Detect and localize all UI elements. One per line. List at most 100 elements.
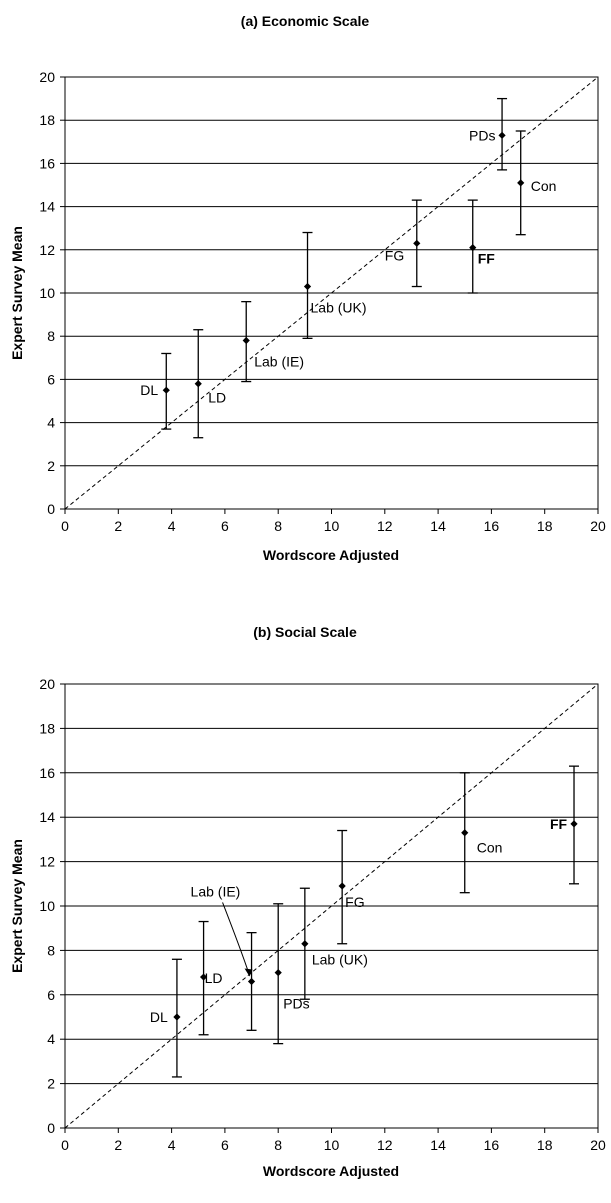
y-tick-label: 8	[47, 942, 55, 958]
data-point-dl: DL	[140, 352, 172, 430]
diamond-marker	[194, 380, 202, 388]
y-tick-label: 0	[47, 501, 55, 517]
point-label: Con	[531, 178, 557, 194]
x-ticks: 0 2 4 6 8 10 12 14 16 18 20	[61, 1128, 606, 1153]
point-label: Lab (IE)	[191, 883, 241, 899]
chart-title: (a) Economic Scale	[241, 13, 370, 29]
y-tick-label: 2	[47, 1076, 55, 1092]
chart-title: (b) Social Scale	[253, 624, 357, 640]
point-label: Lab (UK)	[311, 300, 367, 316]
x-tick-label: 8	[274, 518, 282, 534]
diamond-marker	[517, 179, 525, 187]
chart-economic: (a) Economic Scale 0 2 4 6 8 10 12 14 16 18 20 0 2 4…	[9, 13, 606, 563]
y-ticks: 0 2 4 6 8 10 12 14 16 18 20	[39, 69, 65, 517]
x-tick-label: 14	[430, 1137, 446, 1153]
data-point-dl: DL	[150, 958, 182, 1078]
x-tick-label: 20	[590, 518, 606, 534]
x-axis-label: Wordscore Adjusted	[263, 1163, 399, 1179]
data-point-fg: FG	[385, 199, 422, 288]
x-tick-label: 14	[430, 518, 446, 534]
y-tick-label: 20	[39, 676, 55, 692]
point-label: FF	[550, 816, 568, 832]
y-tick-label: 16	[39, 155, 55, 171]
data-point-fg: FG	[337, 829, 365, 945]
point-label: DL	[140, 382, 158, 398]
reference-diagonal	[64, 76, 599, 510]
y-tick-label: 14	[39, 199, 55, 215]
x-tick-label: 8	[274, 1137, 282, 1153]
arrowhead	[244, 968, 253, 977]
point-label: FG	[385, 247, 404, 263]
x-tick-label: 20	[590, 1137, 606, 1153]
x-axis-label: Wordscore Adjusted	[263, 547, 399, 563]
y-tick-label: 12	[39, 854, 55, 870]
diamond-marker	[173, 1013, 181, 1021]
reference-diagonal	[64, 683, 599, 1129]
x-tick-label: 0	[61, 518, 69, 534]
data-point-lab-uk: Lab (UK)	[299, 887, 368, 1000]
data-point-ld: LD	[193, 329, 226, 439]
y-tick-label: 8	[47, 328, 55, 344]
point-label: DL	[150, 1009, 168, 1025]
x-tick-label: 0	[61, 1137, 69, 1153]
y-tick-label: 4	[47, 415, 55, 431]
y-tick-label: 20	[39, 69, 55, 85]
point-label: FF	[478, 251, 496, 267]
data-point-lab-ie: Lab (IE)	[241, 300, 304, 383]
x-tick-label: 18	[537, 518, 553, 534]
data-point-lab-ie: Lab (IE)	[191, 883, 257, 1031]
point-label: Lab (IE)	[254, 354, 304, 370]
diamond-marker	[498, 131, 506, 139]
y-tick-label: 4	[47, 1031, 55, 1047]
y-tick-label: 18	[39, 112, 55, 128]
diamond-marker	[301, 940, 309, 948]
diamond-marker	[274, 969, 282, 977]
diamond-marker	[303, 282, 312, 291]
diamond-marker	[461, 829, 469, 837]
point-label: Lab (UK)	[312, 952, 368, 968]
data-point-lab-uk: Lab (UK)	[302, 231, 367, 340]
y-tick-label: 16	[39, 765, 55, 781]
y-tick-label: 6	[47, 987, 55, 1003]
diamond-marker	[338, 882, 346, 890]
x-tick-label: 10	[324, 518, 340, 534]
y-tick-label: 10	[39, 898, 55, 914]
y-tick-label: 12	[39, 242, 55, 258]
x-ticks: 0 2 4 6 8 10 12 14 16 18 20	[61, 509, 606, 534]
y-tick-label: 0	[47, 1120, 55, 1136]
x-tick-label: 2	[114, 518, 122, 534]
point-label: LD	[208, 390, 226, 406]
chart-social: (b) Social Scale 0 2 4 6 8 10 12 14 16 18 20 0 2 4 6 8…	[9, 624, 606, 1179]
data-point-con: Con	[515, 130, 557, 236]
y-axis-label: Expert Survey Mean	[9, 226, 25, 360]
y-tick-label: 18	[39, 720, 55, 736]
point-label: Con	[477, 840, 503, 856]
point-label: PDs	[469, 127, 495, 143]
data-points: DL LD Lab (IE) Lab (UK) FG FF PDs Con	[140, 97, 557, 439]
data-point-con: Con	[459, 772, 503, 894]
diamond-marker	[570, 820, 578, 828]
point-label: FG	[345, 894, 364, 910]
x-tick-label: 2	[114, 1137, 122, 1153]
data-point-ld: LD	[198, 920, 223, 1036]
point-label: LD	[205, 970, 223, 986]
diamond-marker	[162, 386, 170, 394]
diamond-marker	[469, 244, 477, 252]
x-tick-label: 10	[324, 1137, 340, 1153]
point-label: PDs	[283, 996, 309, 1012]
diamond-marker	[242, 336, 250, 345]
x-tick-label: 6	[221, 1137, 229, 1153]
x-tick-label: 12	[377, 1137, 393, 1153]
x-tick-label: 18	[537, 1137, 553, 1153]
y-ticks: 0 2 4 6 8 10 12 14 16 18 20	[39, 676, 65, 1136]
y-tick-label: 6	[47, 371, 55, 387]
diamond-marker	[199, 973, 208, 981]
y-tick-label: 10	[39, 285, 55, 301]
x-tick-label: 6	[221, 518, 229, 534]
x-tick-label: 4	[168, 518, 176, 534]
x-tick-label: 4	[168, 1137, 176, 1153]
grid-lines	[65, 119, 598, 467]
diamond-marker	[413, 239, 421, 247]
x-tick-label: 12	[377, 518, 393, 534]
